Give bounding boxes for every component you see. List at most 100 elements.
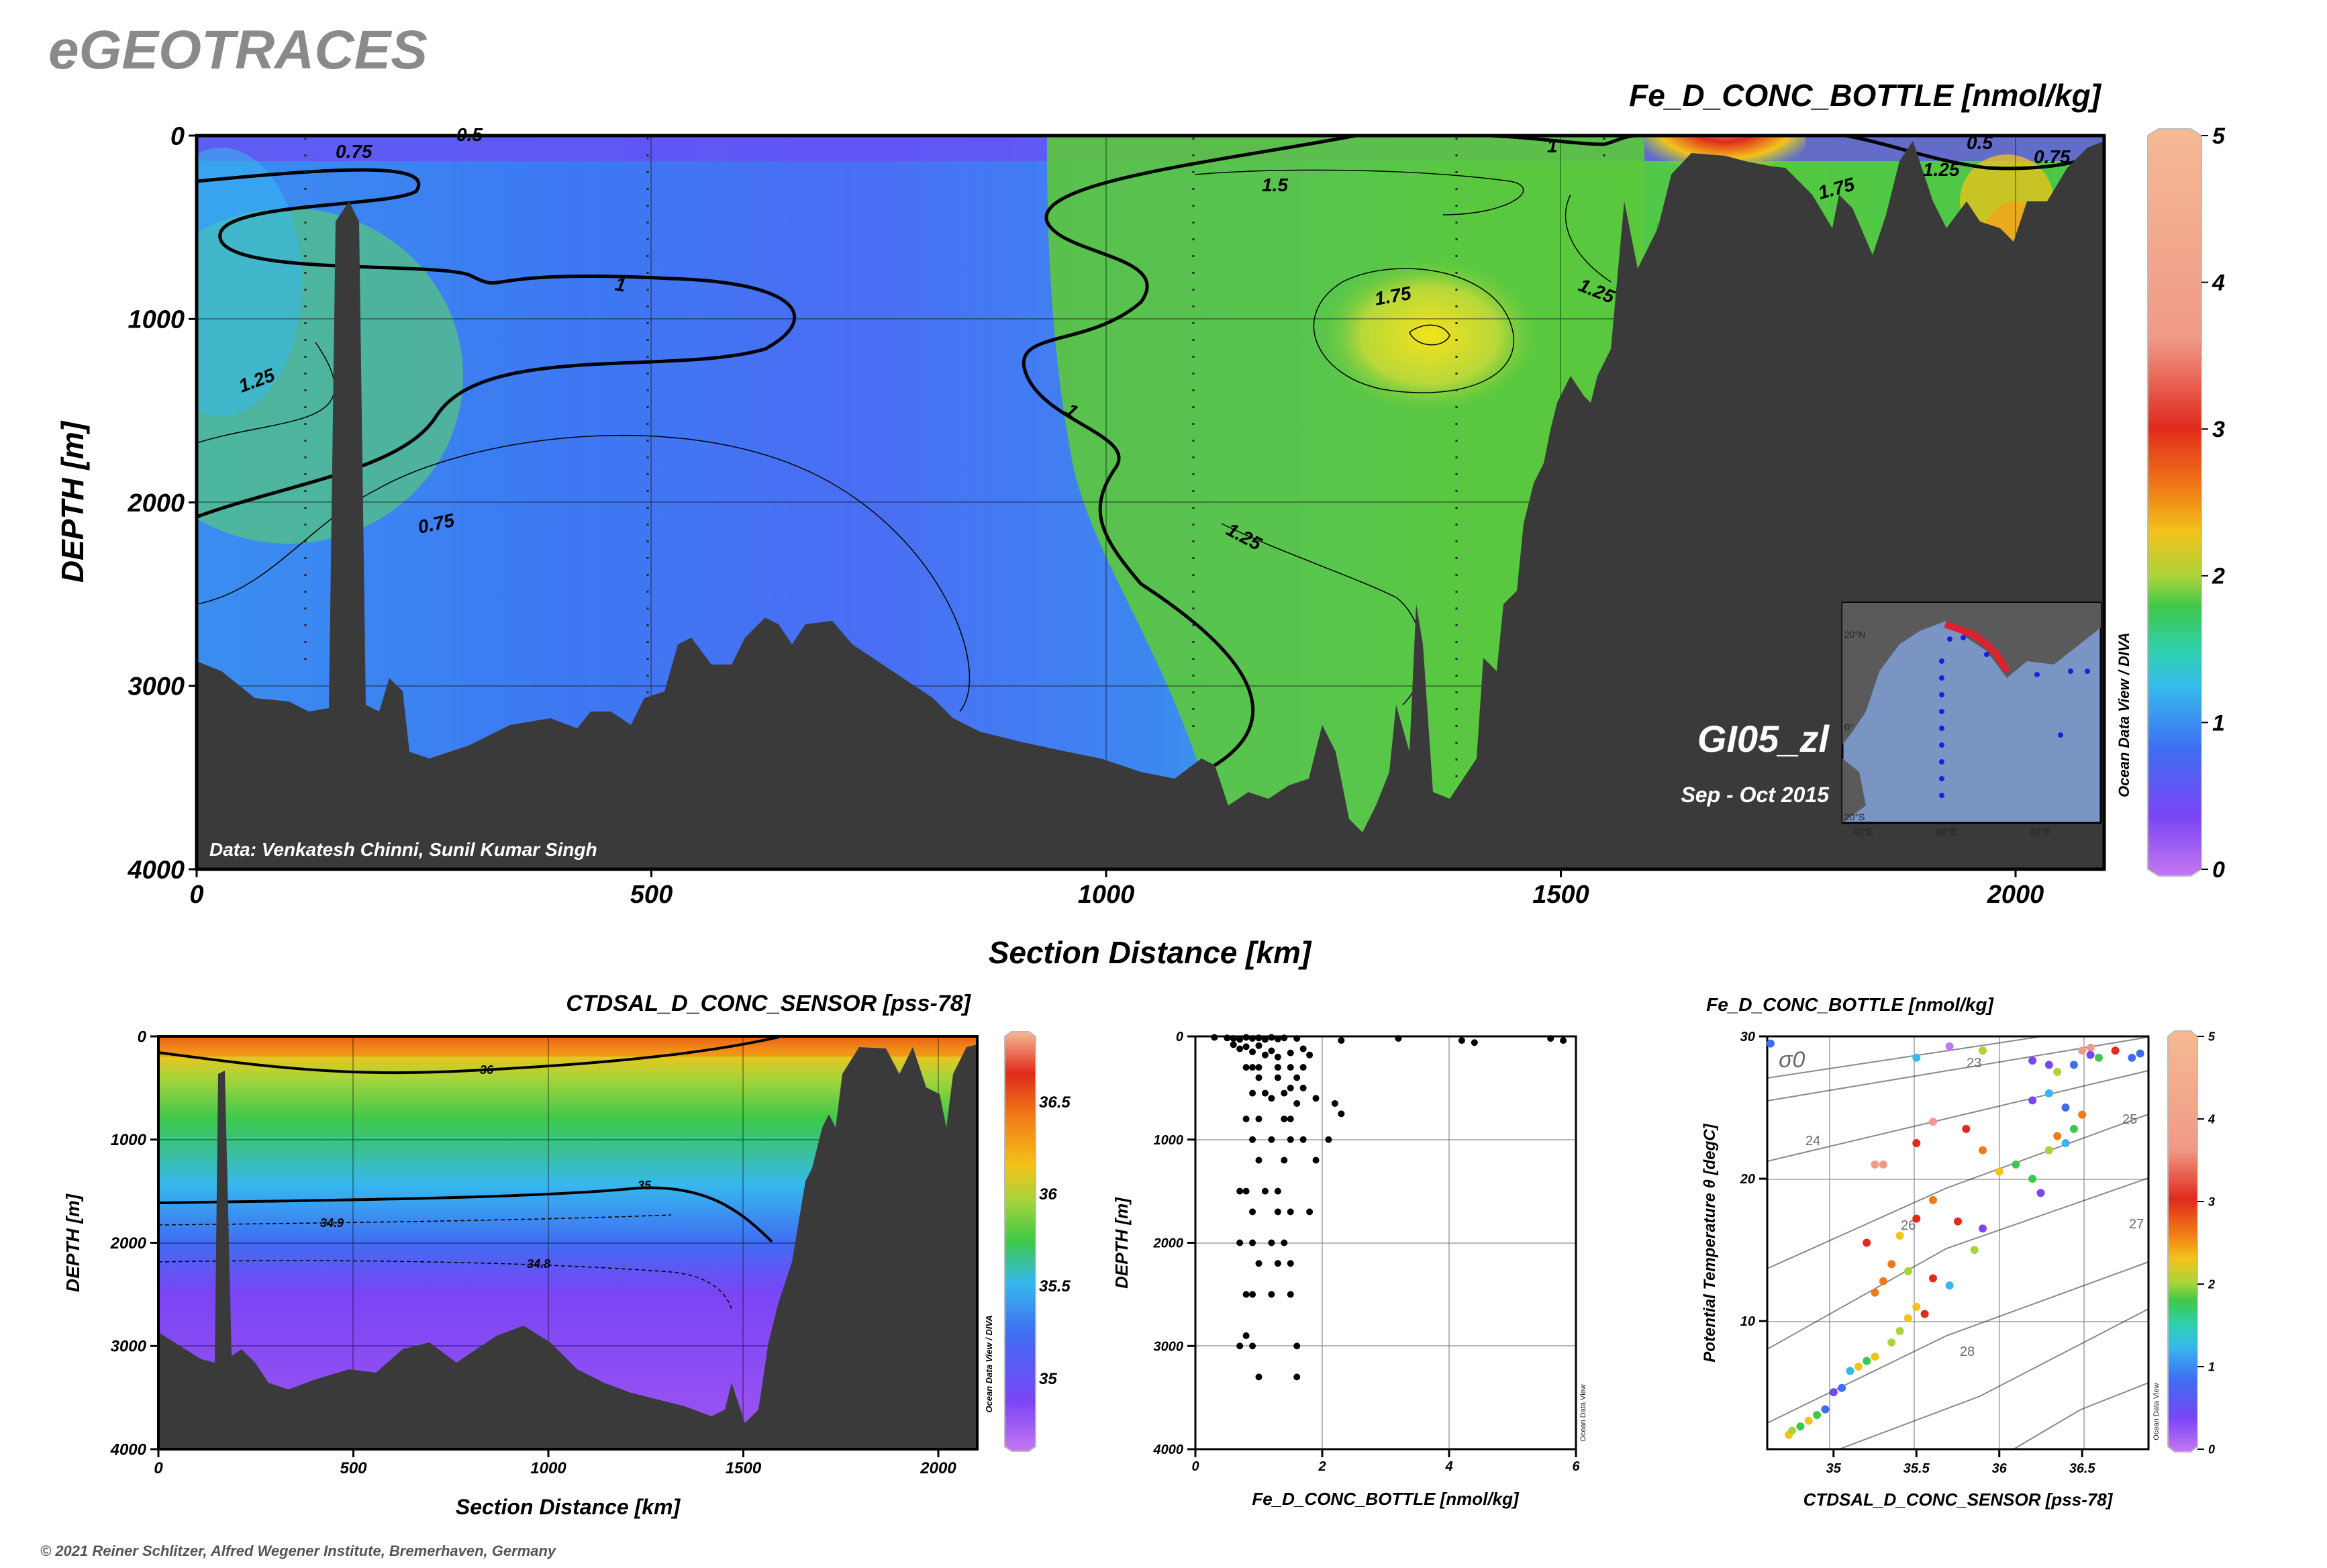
salinity-x-tick-label: 1500 (726, 1459, 762, 1477)
fe-depth-data-point (1293, 1035, 1301, 1042)
fe-depth-data-point (1287, 1291, 1294, 1298)
ts-frame (1766, 1035, 2150, 1451)
ts-data-point (1954, 1217, 1962, 1226)
main-x-tick-label: 2000 (1987, 881, 2044, 909)
ts-data-point (1863, 1238, 1871, 1247)
fe-depth-grid (1195, 1036, 1576, 1449)
ts-data-point (1887, 1260, 1896, 1269)
fe-depth-data-point (1242, 1291, 1250, 1298)
fe-depth-data-point (1287, 1049, 1294, 1057)
ts-data-point (1979, 1046, 1987, 1055)
ts-colorbar-ticks: 0 1 2 3 4 5 (2197, 1030, 2216, 1456)
salinity-x-axis-label: Section Distance [km] (456, 1495, 681, 1519)
ts-colorbar-tick-label: 4 (2208, 1112, 2215, 1126)
fe-depth-data-point (1287, 1084, 1294, 1091)
ts-colorbar: 0 1 2 3 4 5 (2167, 1030, 2216, 1456)
fe-depth-data-point (1274, 1187, 1281, 1195)
fe-depth-data-point (1293, 1373, 1301, 1381)
salinity-colorbar-ticks: 35 35.5 36 36.5 (1039, 1093, 1071, 1388)
fe-depth-data-point (1471, 1039, 1478, 1046)
fe-depth-data-point (1293, 1074, 1301, 1081)
main-x-tick-label: 1500 (1532, 881, 1589, 909)
ts-x-tick-label: 35.5 (1903, 1461, 1930, 1476)
ts-colorbar-tick-label: 3 (2208, 1195, 2215, 1208)
ts-data-point (1838, 1383, 1846, 1392)
ts-colorbar-gradient (2167, 1030, 2198, 1453)
salinity-colorbar-tick-label: 35 (1039, 1370, 1057, 1388)
ts-x-axis-ticks: 35 35.5 36 36.5 (1826, 1449, 2096, 1476)
main-x-tick-label: 0 (189, 881, 203, 909)
ts-data-point (1871, 1160, 1879, 1169)
ts-data-point (1928, 1195, 1937, 1204)
seafloor-topography (197, 141, 2104, 869)
main-y-tick-label: 1000 (128, 306, 185, 334)
ts-data-point (2094, 1053, 2103, 1062)
ts-grid (1767, 1036, 2148, 1449)
fe-depth-data-point (1268, 1047, 1275, 1055)
ts-data-point (1871, 1288, 1879, 1297)
inset-lat-label: 0° (1844, 722, 1853, 732)
ts-data-point (1979, 1146, 1987, 1155)
contour-label: 35 (638, 1179, 652, 1192)
fe-depth-data-point (1325, 1136, 1332, 1143)
fe-depth-points (1211, 1034, 1567, 1381)
contour-label: 0.75 (2034, 146, 2071, 167)
main-colorbar: 0 1 2 3 4 5 (2147, 124, 2226, 883)
fe-depth-data-point (1255, 1373, 1262, 1381)
inset-map-stations (1939, 635, 2090, 798)
ts-y-tick-label: 30 (1740, 1030, 1755, 1044)
contour-label: 1 (613, 273, 628, 295)
fe-depth-data-point (1255, 1116, 1262, 1122)
colorbar-gradient (2147, 128, 2202, 877)
isopycnal-label: 24 (1805, 1134, 1820, 1148)
ts-data-point (1796, 1422, 1805, 1431)
salinity-y-axis-label: DEPTH [m] (62, 1193, 83, 1292)
contour-label: 1.25 (1923, 159, 1960, 180)
inset-lat-label: 20°S (1844, 812, 1865, 822)
main-y-axis-ticks: 0 1000 2000 3000 4000 (127, 122, 197, 884)
fe-depth-y-tick-label: 2000 (1153, 1236, 1184, 1251)
ts-data-point (2028, 1096, 2037, 1105)
ts-colorbar-tick-label: 0 (2208, 1442, 2215, 1456)
ts-data-point (1903, 1314, 1912, 1322)
ts-data-point (1970, 1246, 1979, 1255)
fe-depth-data-point (1242, 1043, 1250, 1050)
ts-data-point (2036, 1189, 2045, 1197)
fe-depth-data-point (1249, 1048, 1256, 1056)
fe-depth-x-tick-label: 6 (1572, 1459, 1580, 1474)
contour-label: 0.75 (336, 141, 373, 162)
colorbar-tick-label: 1 (2212, 710, 2225, 736)
salinity-colorbar-tick-label: 36.5 (1039, 1093, 1071, 1112)
fe-depth-data-point (1281, 1157, 1288, 1164)
ts-data-point (2078, 1110, 2087, 1119)
main-plot-title: Fe_D_CONC_BOTTLE [nmol/kg] (1629, 78, 2102, 113)
main-y-tick-label: 2000 (127, 489, 185, 518)
fe-depth-data-point (1261, 1036, 1269, 1043)
fe-depth-data-point (1560, 1037, 1567, 1044)
ts-background (1767, 1036, 2148, 1449)
fe-depth-data-point (1281, 1034, 1288, 1042)
salinity-x-tick-label: 2000 (920, 1459, 956, 1477)
ts-data-point (1846, 1367, 1854, 1375)
ts-data-point (1895, 1326, 1904, 1335)
fe-depth-data-point (1312, 1095, 1320, 1102)
ts-data-point (2069, 1061, 2078, 1069)
ts-data-point (1979, 1224, 1987, 1233)
fe-depth-data-point (1236, 1036, 1244, 1043)
salinity-colorbar-tick-label: 36 (1039, 1185, 1057, 1204)
fe-depth-data-point (1547, 1035, 1554, 1042)
fe-depth-data-point (1255, 1064, 1262, 1071)
fe-depth-data-point (1249, 1089, 1256, 1097)
ts-data-point (1912, 1053, 1921, 1062)
salinity-colorbar-gradient (1004, 1031, 1036, 1452)
fe-depth-data-point (1249, 1239, 1256, 1246)
ts-y-tick-label: 20 (1740, 1172, 1755, 1187)
ts-data-point (2111, 1046, 2120, 1055)
fe-depth-x-tick-label: 2 (1318, 1459, 1326, 1474)
salinity-y-tick-label: 3000 (111, 1338, 147, 1356)
sigma-label: σ0 (1779, 1047, 1805, 1073)
fe-depth-data-point (1287, 1260, 1294, 1267)
ts-data-point (1879, 1277, 1887, 1285)
ts-data-point (2028, 1057, 2037, 1065)
